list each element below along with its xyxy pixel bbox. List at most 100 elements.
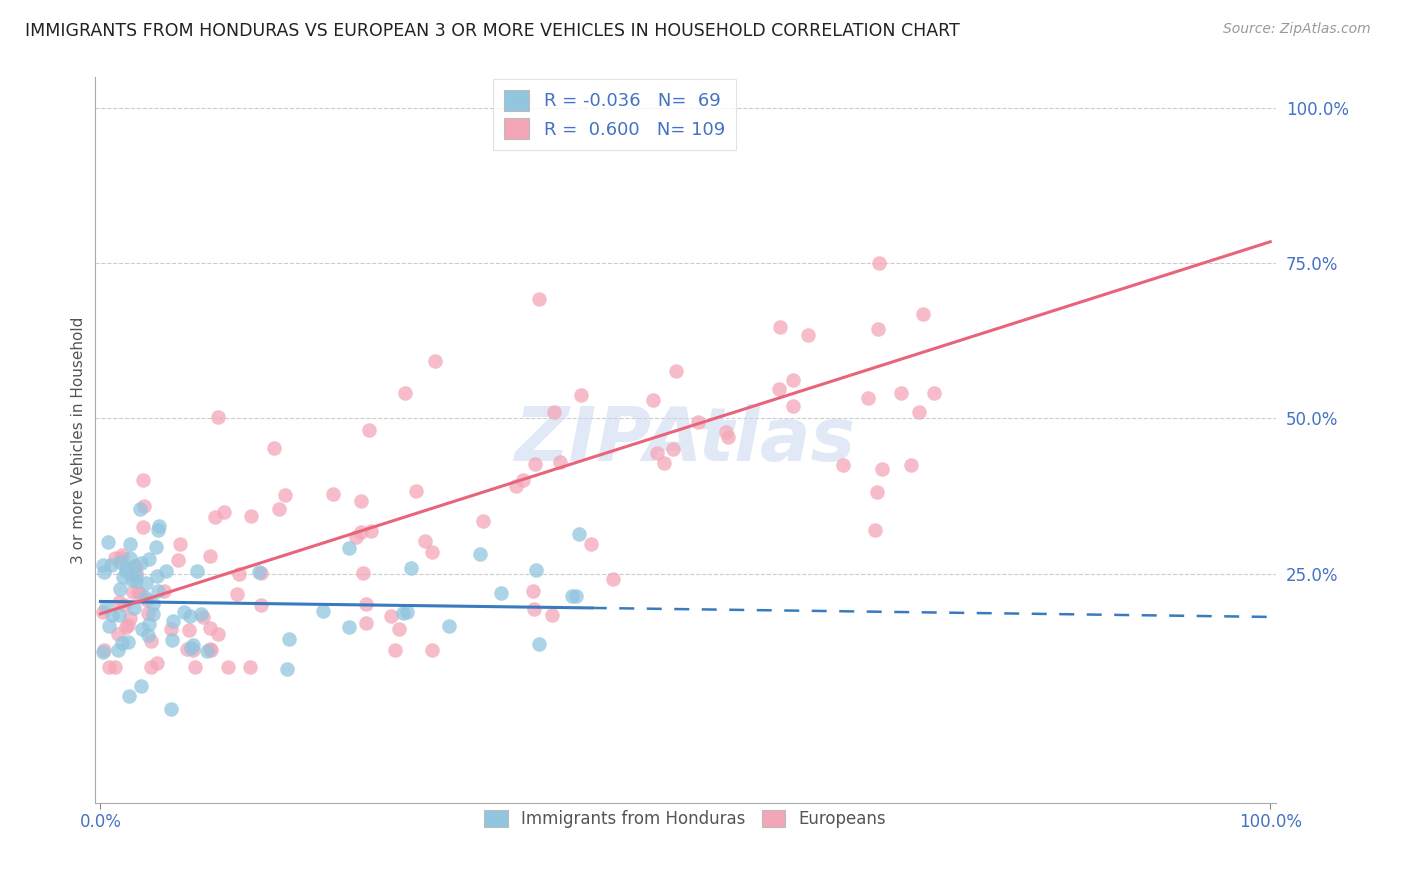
Point [129,502,152,516]
Point [100,558,122,572]
Point [908,405,931,419]
Point [112,599,135,613]
Point [395,606,418,620]
Point [337,541,360,555]
Point [228,566,250,581]
Point [108,582,131,597]
Legend: Immigrants from Honduras, Europeans: Immigrants from Honduras, Europeans [478,803,893,835]
Point [472,514,495,528]
Point [263,441,285,455]
Point [111,636,134,650]
Point [91,645,114,659]
Point [356,597,378,611]
Point [204,510,226,524]
Point [94,600,117,615]
Point [181,643,204,657]
Point [139,659,162,673]
Point [183,659,205,673]
Point [337,620,360,634]
Point [226,587,249,601]
Point [136,628,159,642]
Point [796,328,818,343]
Point [569,388,592,402]
Point [138,552,160,566]
Point [922,385,945,400]
Point [108,595,131,609]
Point [91,558,114,572]
Point [141,633,163,648]
Point [890,385,912,400]
Point [866,484,889,499]
Point [155,564,177,578]
Point [239,509,262,524]
Point [131,623,153,637]
Point [127,585,149,599]
Point [512,473,534,487]
Point [112,570,135,584]
Point [768,382,790,396]
Text: ZIPAtlas: ZIPAtlas [515,404,856,476]
Point [146,523,169,537]
Point [118,689,141,703]
Point [380,608,402,623]
Point [97,535,120,549]
Point [122,558,145,573]
Point [101,608,124,623]
Point [115,620,138,634]
Point [111,548,134,562]
Point [108,555,131,569]
Point [138,617,160,632]
Point [173,605,195,619]
Point [250,566,273,580]
Point [350,494,373,508]
Point [277,632,299,647]
Point [134,591,156,605]
Point [180,641,202,656]
Point [198,621,221,635]
Point [561,589,583,603]
Point [142,597,165,611]
Point [276,662,298,676]
Point [863,523,886,537]
Point [868,256,890,270]
Point [274,488,297,502]
Point [392,606,415,620]
Point [388,622,411,636]
Point [413,533,436,548]
Point [131,679,153,693]
Point [136,592,159,607]
Point [177,624,200,638]
Point [110,550,132,565]
Point [249,566,271,580]
Point [523,458,546,472]
Point [422,544,444,558]
Point [217,659,239,673]
Point [565,590,588,604]
Point [654,456,676,470]
Point [769,320,792,334]
Point [548,455,571,469]
Point [93,643,115,657]
Point [360,524,382,538]
Point [437,618,460,632]
Point [179,609,201,624]
Point [662,442,685,457]
Point [322,487,344,501]
Point [98,659,121,673]
Point [145,656,167,670]
Point [782,373,804,387]
Point [527,637,550,651]
Point [91,605,114,619]
Point [868,322,890,336]
Point [160,622,183,636]
Point [131,520,153,534]
Point [117,618,139,632]
Point [169,537,191,551]
Point [145,540,167,554]
Point [831,458,853,473]
Point [529,293,551,307]
Point [716,430,738,444]
Point [401,560,423,574]
Point [579,537,602,551]
Point [186,564,208,578]
